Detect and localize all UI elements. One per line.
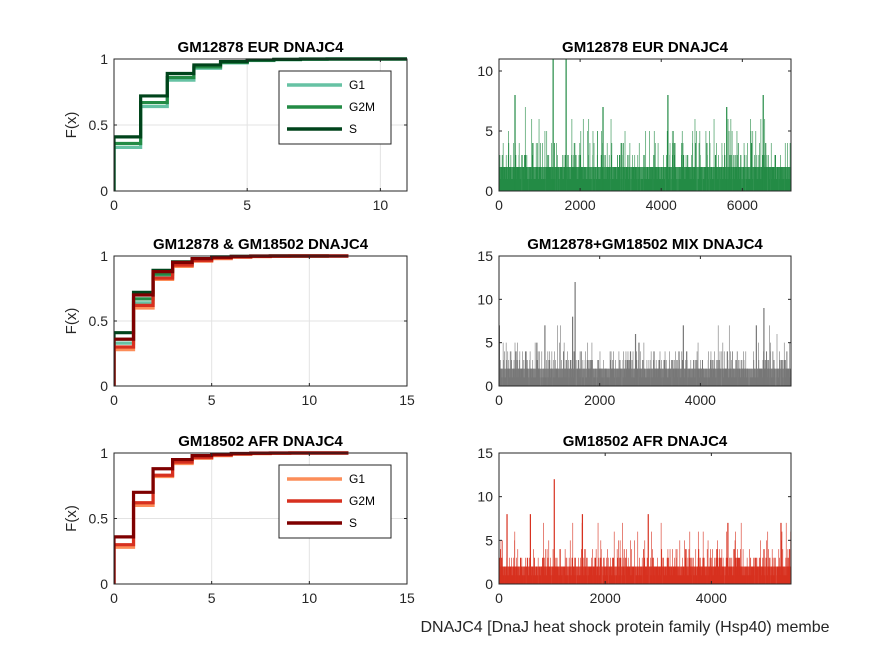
count-bar-peak-3	[572, 316, 574, 386]
legend-label-s: S	[349, 516, 357, 530]
count-bar-peak-5	[755, 325, 757, 386]
count-bar-peak-3	[581, 514, 584, 584]
subplot-5: 0 5 10 15 0 0.5 1 GM18502 AFR DNAJC4 F(x) G1 G2M S	[63, 433, 415, 606]
count-bar-peak-1	[574, 282, 576, 386]
count-bar-peak-7	[634, 334, 637, 386]
count-bars-base	[499, 368, 791, 386]
y-tick-label: 0	[100, 183, 108, 199]
count-bar-peak-6	[602, 107, 604, 191]
marks-layer	[499, 59, 791, 191]
count-bar-peak-3	[514, 95, 516, 191]
y-tick-label: 0	[485, 576, 493, 592]
y-tick-label: 10	[477, 291, 493, 307]
count-bars-base	[499, 167, 791, 191]
count-bar-peak-4	[667, 95, 669, 191]
marks-layer	[499, 479, 791, 584]
x-tick-label: 2000	[590, 590, 621, 606]
x-tick-label: 10	[373, 197, 389, 213]
y-tick-label: 1	[100, 248, 108, 264]
x-tick-label: 5	[208, 392, 216, 408]
subplot-title: GM12878 EUR DNAJC4	[562, 39, 729, 56]
x-tick-label: 0	[110, 590, 118, 606]
count-bar-peak-5	[506, 514, 508, 584]
x-tick-label: 15	[399, 392, 415, 408]
subplot-title: GM12878+GM18502 MIX DNAJC4	[527, 236, 763, 253]
x-tick-label: 0	[495, 197, 503, 213]
y-axis-label: F(x)	[63, 112, 80, 139]
x-tick-label: 5	[243, 197, 251, 213]
subplot-3: 0 5 10 15 0 0.5 1 GM12878 & GM18502 DNAJC4 F(x)	[63, 236, 415, 408]
x-tick-label: 0	[110, 392, 118, 408]
legend-label-g2m: G2M	[349, 494, 375, 508]
legend-label-g1: G1	[349, 472, 365, 486]
subplot-title: GM12878 & GM18502 DNAJC4	[153, 236, 369, 253]
y-tick-label: 0.5	[89, 511, 109, 527]
count-bar-peak-2	[763, 308, 765, 386]
y-axis-label: F(x)	[63, 505, 80, 532]
legend-label-g1: G1	[349, 78, 365, 92]
x-tick-label: 5	[208, 590, 216, 606]
y-tick-label: 15	[477, 445, 493, 461]
count-bars-base	[499, 566, 791, 584]
count-bar-peak-1	[552, 59, 554, 191]
subplot-title: GM18502 AFR DNAJC4	[178, 433, 343, 450]
y-tick-label: 0	[485, 183, 493, 199]
axes-box	[498, 58, 792, 192]
count-bar-peak-4	[647, 514, 649, 584]
subplot-2: 0 2000 4000 6000 0 5 10 GM12878 EUR DNAJC4	[477, 39, 792, 213]
bottom-xlabel: DNAJC4 [DnaJ heat shock protein family (…	[420, 619, 829, 636]
x-tick-label: 4000	[696, 590, 727, 606]
legend: G1 G2M S	[278, 464, 392, 539]
y-tick-label: 1	[100, 445, 108, 461]
subplot-title: GM12878 EUR DNAJC4	[178, 39, 345, 56]
count-bar-peak-1	[553, 479, 555, 584]
y-axis-label: F(x)	[63, 308, 80, 335]
plot-area	[499, 256, 791, 386]
y-tick-label: 10	[477, 63, 493, 79]
x-tick-label: 0	[110, 197, 118, 213]
legend-label-s: S	[349, 122, 357, 136]
count-bar-peak-6	[727, 522, 729, 584]
y-tick-label: 10	[477, 489, 493, 505]
x-tick-label: 6000	[727, 197, 758, 213]
y-tick-label: 0	[485, 378, 493, 394]
subplot-4: 0 2000 4000 0 5 10 15 GM12878+GM18502 MIX DNAJC…	[477, 236, 792, 408]
count-bar-peak-2	[565, 59, 567, 191]
y-tick-label: 0	[100, 378, 108, 394]
y-tick-label: 5	[485, 532, 493, 548]
count-bar-peak-7	[780, 522, 782, 584]
legend: G1 G2M S	[278, 70, 392, 145]
x-tick-label: 4000	[646, 197, 677, 213]
x-tick-label: 2000	[584, 392, 615, 408]
x-tick-label: 10	[302, 392, 318, 408]
subplot-6: 0 2000 4000 0 5 10 15 GM18502 AFR DNAJC4	[477, 433, 792, 606]
count-bar-peak-4	[682, 325, 684, 386]
axes-box	[498, 255, 792, 387]
count-bar-peak-2	[529, 514, 531, 584]
x-tick-label: 2000	[565, 197, 596, 213]
count-bar-peak-5	[762, 95, 764, 191]
y-tick-label: 5	[485, 335, 493, 351]
marks-layer	[499, 282, 791, 386]
count-bar-peak-7	[726, 107, 728, 191]
y-tick-label: 0	[100, 576, 108, 592]
y-tick-label: 0.5	[89, 313, 109, 329]
y-tick-label: 15	[477, 248, 493, 264]
x-tick-label: 15	[399, 590, 415, 606]
x-tick-label: 0	[495, 392, 503, 408]
y-tick-label: 0.5	[89, 117, 109, 133]
y-tick-label: 1	[100, 51, 108, 67]
y-tick-label: 5	[485, 123, 493, 139]
x-tick-label: 10	[302, 590, 318, 606]
count-bar-peak-6	[544, 325, 546, 386]
legend-label-g2m: G2M	[349, 100, 375, 114]
x-tick-label: 4000	[685, 392, 716, 408]
subplot-1: 0 5 10 0 0.5 1 GM12878 EUR DNAJC4 F(x) G1 G2M S	[63, 39, 408, 213]
subplot-title: GM18502 AFR DNAJC4	[563, 433, 728, 450]
x-tick-label: 0	[495, 590, 503, 606]
axes-box	[498, 452, 792, 585]
